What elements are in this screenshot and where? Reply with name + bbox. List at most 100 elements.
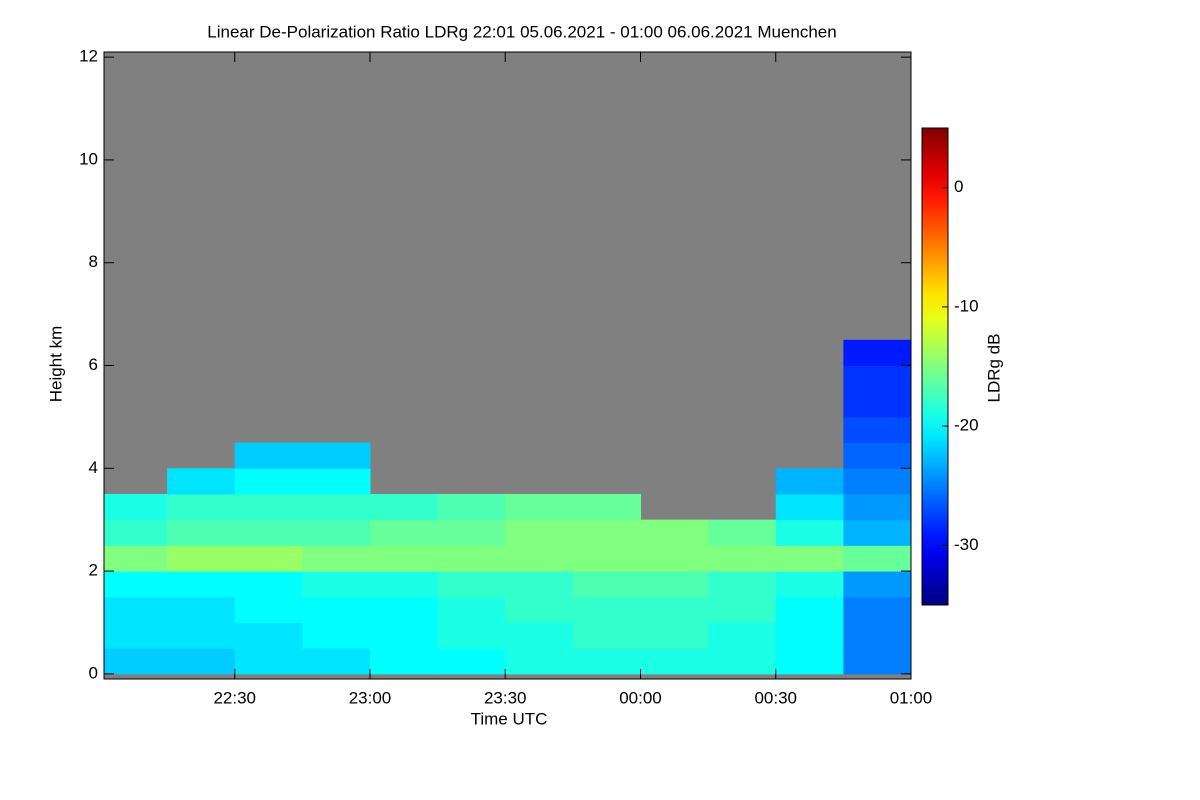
heatmap-cell: [104, 648, 168, 675]
y-tick-label: 8: [89, 252, 98, 271]
heatmap-cell: [369, 571, 439, 598]
heatmap-cell: [104, 493, 168, 521]
y-tick-label: 6: [89, 355, 98, 374]
heatmap-cell: [437, 493, 506, 521]
heatmap-cell: [302, 648, 371, 675]
heatmap-cell: [708, 648, 777, 675]
heatmap-cell: [505, 519, 574, 546]
heatmap-cell: [234, 493, 303, 521]
heatmap-cell: [843, 339, 912, 366]
heatmap-cell: [505, 648, 574, 675]
heatmap-cell: [843, 468, 912, 495]
colorbar-tick-label: -30: [954, 535, 979, 554]
heatmap-cell: [104, 545, 168, 572]
heatmap-cell: [572, 648, 641, 675]
y-tick-label: 10: [79, 149, 98, 168]
x-axis-label: Time UTC: [471, 709, 548, 728]
heatmap-cell: [775, 493, 844, 521]
heatmap-cell: [167, 493, 236, 521]
heatmap-cell: [302, 545, 371, 572]
heatmap-cell: [369, 622, 439, 649]
heatmap-cell: [167, 519, 236, 546]
heatmap-cell: [167, 468, 236, 495]
heatmap-cell: [505, 493, 574, 521]
heatmap-cell: [572, 622, 641, 649]
heatmap-cell: [369, 519, 439, 546]
heatmap-cell: [843, 648, 912, 675]
heatmap-cell: [234, 442, 303, 469]
heatmap-cell: [640, 648, 709, 675]
heatmap-cell: [640, 596, 709, 623]
heatmap-cell: [843, 493, 912, 521]
heatmap-cell: [775, 648, 844, 675]
heatmap-cell: [234, 571, 303, 598]
heatmap-cell: [234, 596, 303, 623]
heatmap-cell: [437, 648, 506, 675]
heatmap-cell: [843, 571, 912, 598]
heatmap-cell: [437, 545, 506, 572]
heatmap-cell: [708, 596, 777, 623]
heatmap-cell: [437, 519, 506, 546]
colorbar-tick-label: 0: [954, 177, 963, 196]
heatmap-cell: [234, 468, 303, 495]
colorbar: [921, 127, 949, 606]
heatmap-cell: [572, 596, 641, 623]
heatmap-cell: [572, 545, 641, 572]
x-tick-label: 23:30: [484, 688, 527, 707]
heatmap-cell: [572, 493, 641, 521]
heatmap-cell: [369, 648, 439, 675]
heatmap-cell: [234, 622, 303, 649]
heatmap-cell: [843, 545, 912, 572]
heatmap-cell: [708, 622, 777, 649]
heatmap-cell: [437, 622, 506, 649]
heatmap-cell: [167, 622, 236, 649]
heatmap-cell: [505, 596, 574, 623]
colorbar-tick-label: -20: [954, 416, 979, 435]
heatmap-cell: [104, 519, 168, 546]
heatmap-cell: [302, 493, 371, 521]
heatmap-cell: [167, 648, 236, 675]
heatmap-cell: [572, 519, 641, 546]
heatmap-cell: [775, 622, 844, 649]
heatmap-cell: [775, 519, 844, 546]
heatmap-cell: [640, 571, 709, 598]
y-tick-label: 4: [89, 458, 98, 477]
chart-title: Linear De-Polarization Ratio LDRg 22:01 …: [207, 22, 836, 41]
heatmap-cell: [708, 571, 777, 598]
heatmap-cell: [369, 493, 439, 521]
heatmap-cell: [302, 596, 371, 623]
x-tick-label: 00:00: [619, 688, 662, 707]
heatmap-cell: [234, 519, 303, 546]
heatmap-cell: [167, 545, 236, 572]
heatmap-cell: [708, 545, 777, 572]
heatmap-cell: [843, 442, 912, 469]
y-tick-label: 2: [89, 561, 98, 580]
heatmap-cell: [167, 596, 236, 623]
colorbar-tick-label: -10: [954, 296, 979, 315]
colorbar-label: LDRg dB: [984, 334, 1003, 403]
x-tick-label: 23:00: [349, 688, 392, 707]
heatmap-cell: [369, 596, 439, 623]
heatmap-cell: [640, 622, 709, 649]
heatmap-cell: [775, 468, 844, 495]
heatmap-cell: [234, 545, 303, 572]
heatmap-cell: [302, 571, 371, 598]
heatmap-cell: [302, 468, 371, 495]
heatmap-cell: [302, 442, 371, 469]
heatmap-cell: [234, 648, 303, 675]
heatmap-cell: [104, 596, 168, 623]
heatmap-cell: [104, 622, 168, 649]
y-axis-label: Height km: [46, 326, 65, 403]
y-tick-label: 12: [79, 47, 98, 66]
heatmap-cell: [843, 416, 912, 444]
heatmap-cell: [505, 545, 574, 572]
heatmap-cell: [775, 596, 844, 623]
heatmap-cell: [104, 571, 168, 598]
heatmap-cell: [572, 571, 641, 598]
y-tick-label: 0: [89, 663, 98, 682]
x-tick-label: 01:00: [890, 688, 933, 707]
heatmap-cell: [437, 596, 506, 623]
heatmap-cell: [640, 519, 709, 546]
heatmap-cell: [302, 519, 371, 546]
